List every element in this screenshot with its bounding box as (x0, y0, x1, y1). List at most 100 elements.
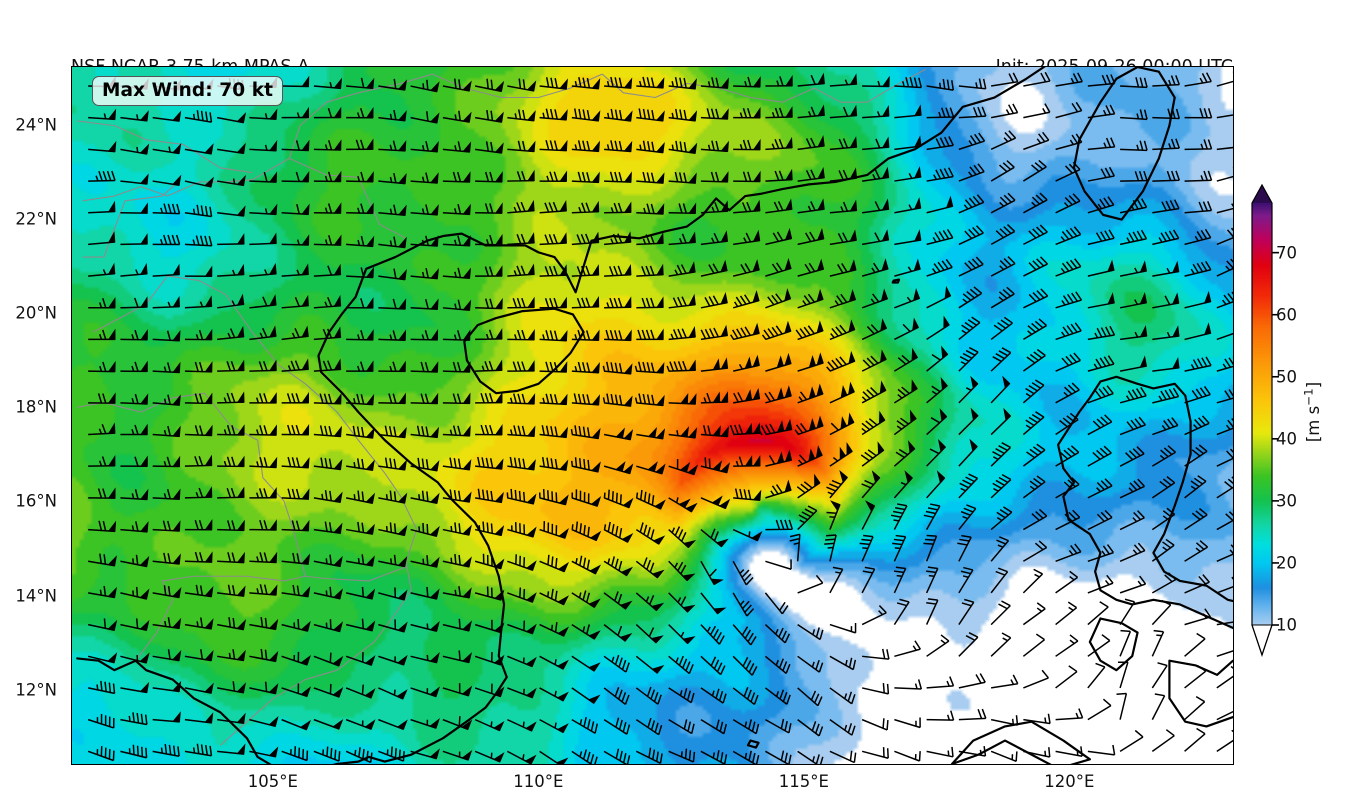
wind-barb (1055, 382, 1080, 404)
wind-barb (700, 295, 728, 309)
wind-barb (507, 78, 535, 92)
wind-barb (410, 623, 437, 633)
wind-barb (442, 750, 469, 761)
wind-barb (120, 114, 148, 122)
wind-barb (1184, 507, 1208, 531)
wind-barb (249, 144, 277, 152)
wind-barb (1055, 412, 1079, 436)
x-tick-label-110: 110°E (513, 772, 564, 791)
wind-barb (797, 74, 825, 87)
wind-barb (1022, 508, 1048, 531)
wind-barb (926, 294, 952, 309)
wind-barb (184, 743, 213, 757)
wind-barb (1184, 444, 1208, 467)
wind-barb (765, 76, 793, 87)
wind-barb (990, 750, 1018, 763)
wind-barb (958, 132, 986, 151)
wind-barb (1087, 414, 1113, 436)
wind-barb (829, 421, 855, 436)
wind-barb (1023, 103, 1051, 119)
wind-barb (410, 457, 438, 472)
wind-barb (281, 239, 309, 246)
wind-barb (539, 171, 567, 183)
wind-barb (378, 457, 406, 471)
map-plot-area[interactable] (71, 66, 1234, 765)
wind-barb (603, 654, 630, 673)
wind-barb (475, 234, 503, 246)
wind-barb (571, 393, 599, 406)
wind-barb (761, 325, 792, 341)
wind-barb (410, 393, 438, 405)
wind-barb (474, 78, 502, 93)
wind-barb (1152, 138, 1180, 151)
colorbar-label-exponent: −1 (1301, 388, 1316, 406)
wind-barb (249, 488, 277, 499)
wind-barb (442, 650, 470, 664)
wind-barb (926, 167, 954, 182)
wind-barb (765, 262, 792, 277)
wind-barb (152, 552, 180, 565)
wind-barb (1119, 598, 1136, 626)
wind-barb (1087, 544, 1115, 562)
wind-barb (1151, 693, 1166, 720)
wind-barb (539, 330, 567, 342)
wind-barb (346, 171, 374, 183)
wind-barb (571, 77, 599, 90)
wind-barb (281, 296, 309, 309)
wind-barb (1022, 633, 1045, 657)
wind-barb (346, 330, 374, 341)
wind-barb (249, 718, 276, 728)
wind-barb (1184, 727, 1206, 752)
wind-barb (700, 750, 728, 764)
wind-barb (507, 554, 534, 571)
wind-barb (636, 433, 664, 440)
coastline (463, 307, 585, 395)
wind-barb (829, 138, 857, 151)
wind-barb (861, 387, 887, 404)
wind-barb (1216, 509, 1233, 531)
wind-barb (732, 363, 760, 372)
wind-barb (764, 655, 791, 674)
wind-barb (765, 201, 793, 214)
colorbar[interactable]: 10 20 30 40 50 60 70 (1251, 183, 1297, 657)
wind-barb (926, 136, 954, 151)
wind-barb (1119, 510, 1145, 531)
wind-barb (603, 686, 630, 705)
y-tick-label-14: 14°N (15, 586, 57, 606)
wind-barb (893, 598, 910, 626)
wind-barb (668, 687, 695, 704)
wind-barb (378, 746, 405, 762)
wind-barb (346, 203, 374, 215)
wind-barb (829, 450, 853, 467)
wind-barb (603, 748, 631, 764)
wind-barb (217, 718, 244, 725)
wind-barb (378, 655, 405, 666)
wind-barb (474, 586, 502, 601)
wind-barb (378, 140, 406, 152)
wind-barb (249, 269, 277, 277)
x-tick-label-105: 105°E (247, 772, 298, 791)
wind-barb (346, 521, 373, 535)
wind-barb (539, 77, 567, 90)
wind-barb (1184, 139, 1213, 151)
wind-barb (1087, 269, 1115, 277)
wind-barb (1151, 445, 1176, 467)
wind-barb (1023, 71, 1051, 87)
wind-barb (732, 750, 760, 764)
wind-barb (733, 108, 761, 119)
wind-barb (120, 393, 148, 405)
wind-barb (120, 297, 148, 309)
wind-barb (1087, 104, 1116, 119)
wind-barb (926, 228, 954, 246)
wind-barb (861, 293, 888, 309)
wind-barb (442, 716, 469, 731)
border-line (82, 157, 407, 239)
wind-barb (765, 293, 791, 309)
wind-barb (571, 590, 596, 608)
wind-barb (184, 148, 212, 155)
wind-barb (1216, 650, 1233, 658)
wind-barb (217, 487, 245, 499)
wind-barb (1087, 325, 1116, 341)
wind-barb (410, 141, 438, 153)
wind-barb (700, 718, 727, 735)
